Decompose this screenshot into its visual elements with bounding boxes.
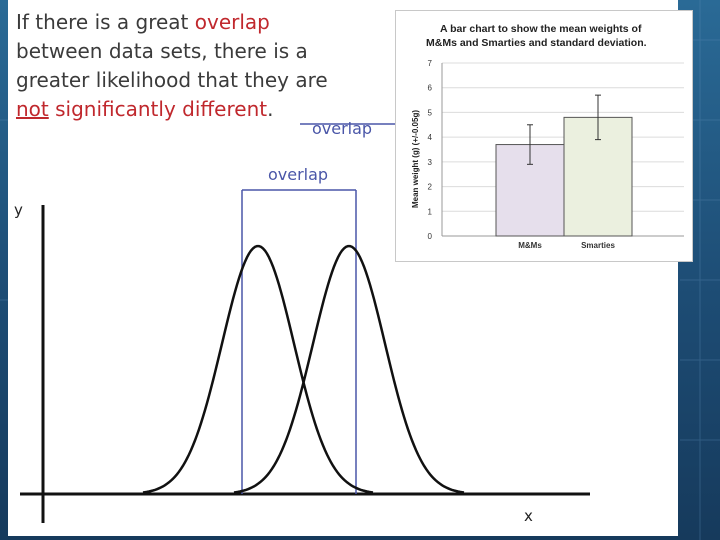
bar-chart-y-tick: 3 [428,158,433,167]
heading-significantly-different: significantly different [55,97,268,121]
bar-chart-category-label: M&Ms [518,241,542,250]
bar-chart-y-tick: 2 [428,183,433,192]
y-axis-label: y [14,201,23,219]
overlap-label-top: overlap [268,165,329,184]
heading-overlap-word: overlap [194,10,270,34]
bar-chart-category-label: Smarties [581,241,615,250]
bar-chart: A bar chart to show the mean weights of … [411,23,684,250]
bar-smarties [563,116,633,237]
bar-chart-y-tick: 7 [428,59,433,68]
bar-chart-panel: A bar chart to show the mean weights of … [395,10,693,262]
bar-chart-y-tick: 5 [428,108,433,117]
distribution-curve-2 [233,244,465,494]
bar-chart-title-line-1: A bar chart to show the mean weights of [440,23,642,35]
heading-not-word: not [16,97,49,121]
heading-part-3: between data sets, there is a greater li… [16,39,328,92]
heading-part-1: If there is a great [16,10,195,34]
overlap-label-right: overlap [312,119,373,138]
bar-chart-y-axis-title: Mean weight (g) (+/-0.05g) [411,110,420,208]
bar-chart-y-tick: 6 [428,84,433,93]
slide-heading: If there is a great overlap between data… [16,8,356,124]
bar-chart-y-tick: 4 [428,133,433,142]
distribution-curve-1 [142,244,374,494]
bar-chart-title-line-2: M&Ms and Smarties and standard deviation… [426,37,647,49]
x-axis-label: x [524,507,533,525]
heading-period: . [267,97,274,121]
bar-chart-y-tick: 1 [428,207,433,216]
bar-chart-y-tick: 0 [428,232,433,241]
